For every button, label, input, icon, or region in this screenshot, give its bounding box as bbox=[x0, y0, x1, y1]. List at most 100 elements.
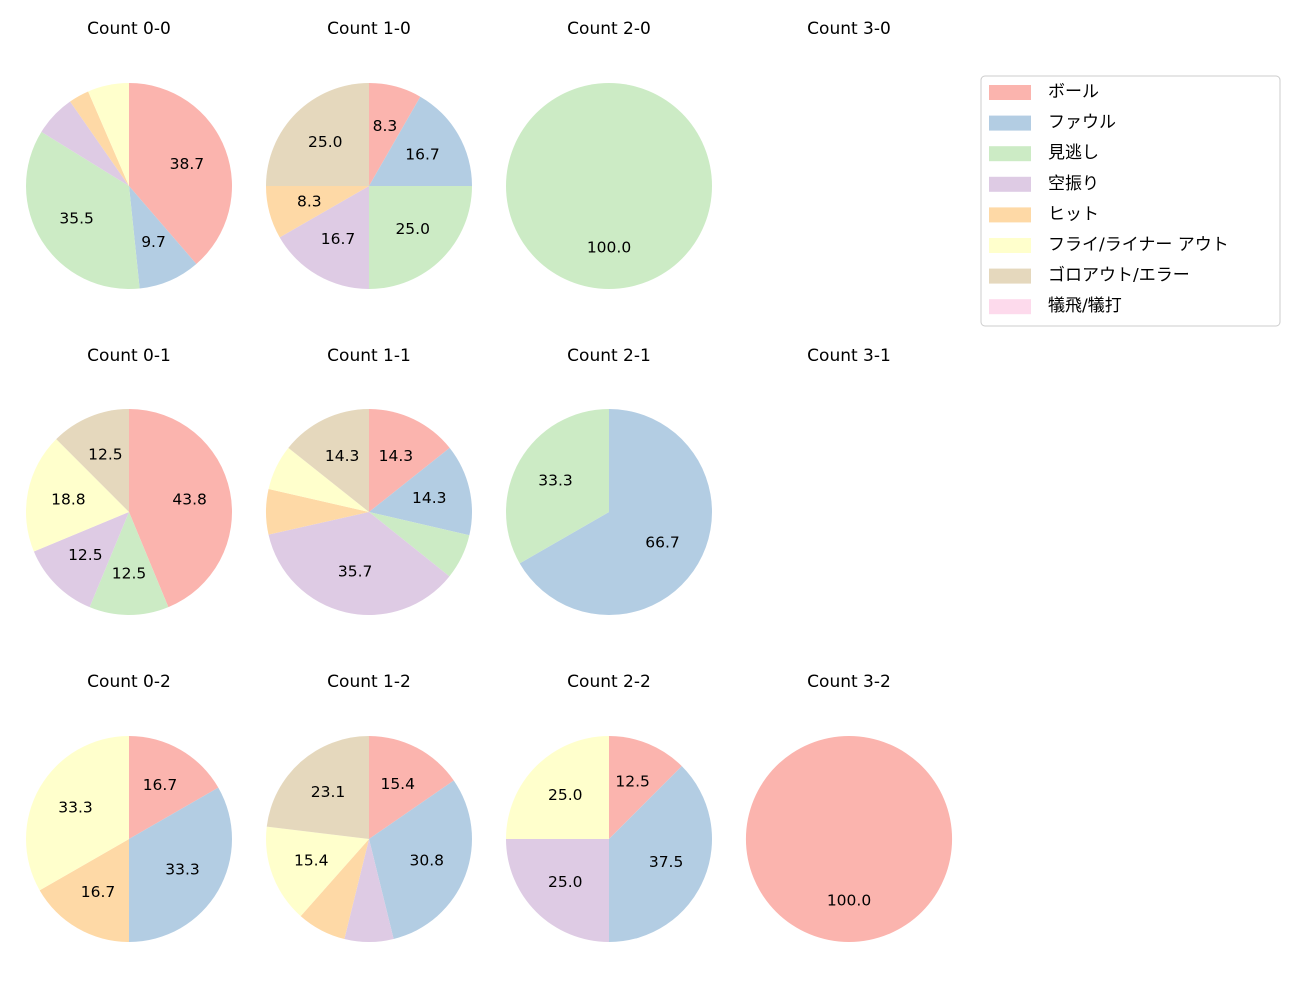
pie-slice bbox=[609, 766, 712, 942]
pie-slice bbox=[745, 736, 953, 943]
slice-label: 43.8 bbox=[172, 490, 207, 508]
legend-label: フライ/ライナー アウト bbox=[1048, 235, 1229, 255]
legend-swatch bbox=[989, 238, 1031, 253]
pie-slice bbox=[369, 409, 450, 512]
slice-label: 33.3 bbox=[58, 799, 93, 817]
slice-label: 100.0 bbox=[827, 891, 871, 909]
pie-slice bbox=[56, 409, 129, 512]
slice-label: 15.4 bbox=[294, 851, 329, 869]
pie-slice bbox=[519, 409, 712, 615]
slice-label: 16.7 bbox=[143, 776, 178, 794]
pie-slice bbox=[129, 186, 197, 289]
pie-slice bbox=[300, 839, 369, 940]
pie-slice bbox=[288, 409, 369, 512]
pie-title: Count 1-1 bbox=[327, 346, 411, 366]
pie-title: Count 3-2 bbox=[807, 672, 891, 692]
pie-slice bbox=[88, 83, 129, 186]
pie-title: Count 3-0 bbox=[807, 19, 891, 39]
legend-label: ボール bbox=[1048, 82, 1099, 102]
pie-title: Count 0-2 bbox=[87, 672, 171, 692]
pie-slice bbox=[266, 736, 369, 839]
legend-swatch bbox=[989, 176, 1031, 192]
pie-slice bbox=[266, 826, 369, 917]
slice-label: 16.7 bbox=[321, 230, 356, 248]
slice-label: 35.7 bbox=[338, 563, 373, 581]
pie-slice bbox=[369, 96, 472, 186]
legend-box bbox=[980, 75, 1281, 327]
pie-slice bbox=[89, 512, 169, 616]
slice-label: 12.5 bbox=[112, 564, 147, 582]
slice-label: 8.3 bbox=[373, 117, 398, 135]
pie-title: Count 3-1 bbox=[807, 346, 891, 366]
legend-label: 空振り bbox=[1048, 174, 1099, 194]
slice-label: 12.5 bbox=[615, 772, 650, 790]
pie-slice bbox=[369, 186, 472, 289]
slice-label: 8.3 bbox=[297, 192, 322, 210]
slice-label: 25.0 bbox=[548, 873, 583, 891]
slice-label: 33.3 bbox=[165, 860, 200, 878]
legend-label: ヒット bbox=[1048, 204, 1099, 224]
pie-slice bbox=[266, 489, 369, 535]
pie-slice bbox=[266, 83, 369, 186]
slice-label: 9.7 bbox=[141, 233, 166, 251]
pie-slice bbox=[41, 101, 129, 186]
pie-slice bbox=[33, 512, 129, 608]
slice-label: 14.3 bbox=[379, 447, 414, 465]
slice-label: 37.5 bbox=[649, 853, 684, 871]
pie-slice bbox=[39, 839, 129, 943]
slice-label: 12.5 bbox=[68, 546, 103, 564]
slice-label: 25.0 bbox=[548, 786, 583, 804]
pie-slice bbox=[506, 736, 609, 839]
legend-label: 見逃し bbox=[1048, 143, 1099, 163]
pie-slice bbox=[609, 736, 682, 839]
pie-title: Count 1-2 bbox=[327, 672, 411, 692]
slice-label: 35.5 bbox=[59, 209, 94, 227]
slice-label: 100.0 bbox=[587, 238, 631, 256]
slice-label: 16.7 bbox=[81, 883, 116, 901]
pie-title: Count 1-0 bbox=[327, 19, 411, 39]
pie-slice bbox=[25, 439, 129, 552]
slice-label: 25.0 bbox=[308, 133, 343, 151]
pie-slice bbox=[25, 131, 140, 289]
legend-swatch bbox=[989, 268, 1031, 284]
legend-swatch bbox=[989, 115, 1031, 131]
slice-label: 25.0 bbox=[395, 220, 430, 238]
pie-slice bbox=[506, 839, 609, 942]
legend-swatch bbox=[989, 207, 1031, 223]
slice-label: 16.7 bbox=[405, 146, 440, 164]
pie-slice bbox=[129, 787, 232, 942]
pie-slice bbox=[369, 447, 473, 536]
slice-label: 30.8 bbox=[410, 851, 445, 869]
pie-slice bbox=[369, 83, 421, 186]
slice-label: 18.8 bbox=[51, 490, 86, 508]
slice-label: 15.4 bbox=[380, 775, 415, 793]
legend-label: ゴロアウト/エラー bbox=[1048, 265, 1190, 286]
pie-title: Count 0-1 bbox=[87, 346, 171, 366]
slice-label: 33.3 bbox=[538, 472, 573, 490]
legend-swatch bbox=[989, 299, 1031, 315]
slice-label: 38.7 bbox=[170, 155, 205, 173]
slice-label: 23.1 bbox=[311, 783, 346, 801]
pie-slice bbox=[70, 91, 129, 186]
pie-title: Count 2-2 bbox=[567, 672, 651, 692]
pie-slice bbox=[26, 736, 129, 891]
pie-slice bbox=[268, 512, 450, 616]
legend-label: 犠飛/犠打 bbox=[1048, 296, 1122, 316]
pie-slice bbox=[268, 447, 369, 512]
pie-slice bbox=[369, 780, 473, 940]
pie-slice bbox=[369, 512, 470, 577]
pie-title: Count 2-1 bbox=[567, 346, 651, 366]
pie-slice bbox=[129, 83, 232, 264]
pie-slice bbox=[129, 736, 219, 839]
pie-slice bbox=[129, 409, 233, 608]
legend-swatch bbox=[989, 85, 1031, 100]
slice-label: 14.3 bbox=[325, 447, 360, 465]
pie-slice bbox=[279, 186, 369, 289]
pie-slice bbox=[506, 409, 609, 564]
pie-slice bbox=[344, 839, 394, 942]
legend-label: ファウル bbox=[1048, 113, 1116, 133]
slice-label: 66.7 bbox=[645, 533, 680, 551]
pie-title: Count 2-0 bbox=[567, 19, 651, 39]
